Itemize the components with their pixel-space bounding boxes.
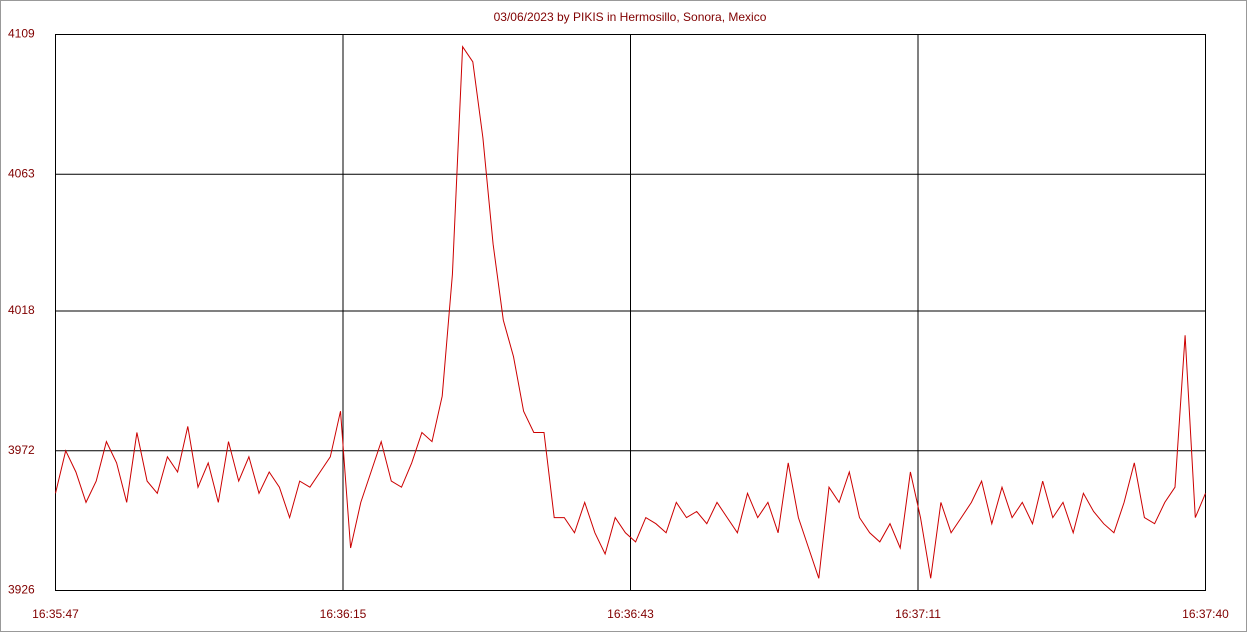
- x-tick-label: 16:35:47: [32, 607, 79, 621]
- y-tick-label: 3972: [8, 443, 35, 457]
- chart-title: 03/06/2023 by PIKIS in Hermosillo, Sonor…: [494, 10, 767, 24]
- x-tick-label: 16:37:40: [1182, 607, 1229, 621]
- y-tick-label: 3926: [8, 583, 35, 597]
- y-tick-label: 4109: [8, 27, 35, 41]
- x-tick-label: 16:36:43: [607, 607, 654, 621]
- y-tick-label: 4018: [8, 303, 35, 317]
- y-tick-label: 4063: [8, 166, 35, 180]
- x-tick-label: 16:36:15: [320, 607, 367, 621]
- data-line: [55, 45, 1206, 579]
- x-tick-label: 16:37:11: [895, 607, 941, 621]
